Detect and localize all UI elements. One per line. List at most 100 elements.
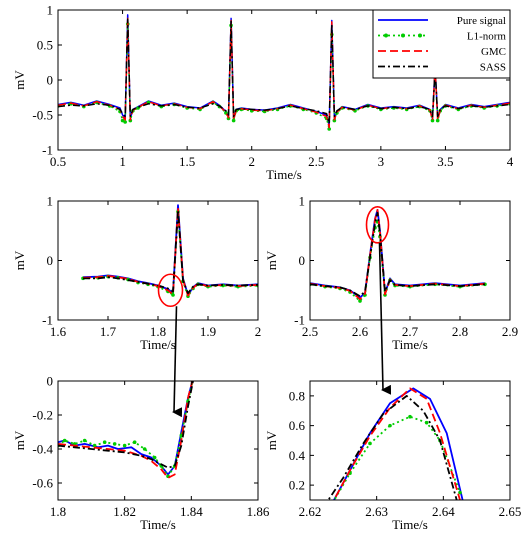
series-point bbox=[388, 423, 392, 428]
x-tick-label: 1.8 bbox=[50, 504, 66, 519]
series-line-gmc bbox=[332, 387, 461, 500]
x-tick-label: 2.8 bbox=[452, 324, 468, 339]
series-line-pure-signal bbox=[58, 381, 194, 476]
series-point bbox=[112, 442, 117, 446]
y-tick-label: -0.6 bbox=[32, 476, 53, 491]
y-tick-label: 0 bbox=[299, 253, 306, 268]
zoom-highlight-ellipse-right bbox=[365, 206, 390, 244]
y-tick-label: 1 bbox=[47, 194, 54, 209]
y-tick-label: -1 bbox=[42, 313, 53, 328]
plot-area bbox=[58, 381, 258, 500]
y-tick-label: 0.5 bbox=[37, 38, 53, 53]
y-tick-label: 0 bbox=[47, 73, 54, 88]
x-tick-label: 2.62 bbox=[299, 504, 322, 519]
y-tick-label: 0 bbox=[47, 253, 54, 268]
legend-marker bbox=[401, 33, 405, 38]
x-tick-label: 4 bbox=[507, 154, 514, 169]
legend-marker bbox=[418, 33, 422, 38]
x-tick-label: 2.6 bbox=[352, 324, 369, 339]
axes-frame bbox=[57, 380, 259, 501]
series-line-l1-norm bbox=[333, 415, 461, 500]
y-axis-label: mV bbox=[264, 430, 279, 450]
series-point bbox=[458, 490, 462, 495]
series-group bbox=[58, 371, 197, 479]
chart-mid-left: 1.6 1.7 1.8 1.9 2 -1 0 1 Time/s mV bbox=[12, 194, 261, 353]
y-tick-label: -0.2 bbox=[32, 408, 53, 423]
series-point bbox=[408, 414, 412, 419]
legend-label: GMC bbox=[481, 46, 506, 58]
y-tick-label: -1 bbox=[42, 143, 53, 158]
series-line-sass bbox=[58, 18, 510, 125]
x-tick-label: 1.6 bbox=[50, 324, 67, 339]
plot-area bbox=[58, 201, 258, 320]
x-tick-label: 2 bbox=[255, 324, 262, 339]
series-line-gmc bbox=[58, 16, 510, 129]
x-tick-label: 2.7 bbox=[402, 324, 419, 339]
y-tick-label: -0.4 bbox=[32, 442, 53, 457]
series-point bbox=[62, 438, 67, 443]
x-tick-label: 3.5 bbox=[437, 154, 453, 169]
series-point bbox=[435, 118, 440, 123]
series-point bbox=[152, 455, 157, 460]
series-line-sass bbox=[58, 381, 194, 469]
y-tick-label: -0.5 bbox=[32, 108, 53, 123]
series-line-sass bbox=[327, 394, 458, 500]
series-line-l1-norm bbox=[58, 381, 194, 478]
x-tick-label: 2.64 bbox=[432, 504, 455, 519]
y-tick-label: 0.2 bbox=[289, 478, 305, 493]
x-tick-label: 0.5 bbox=[50, 154, 66, 169]
x-axis-label: Time/s bbox=[266, 167, 302, 182]
y-tick-label: -1 bbox=[294, 313, 305, 328]
series-point bbox=[142, 447, 147, 451]
series-point bbox=[171, 293, 175, 297]
x-tick-label: 2.9 bbox=[502, 324, 518, 339]
series-point bbox=[231, 118, 236, 123]
x-tick-label: 1.8 bbox=[150, 324, 166, 339]
legend-label: SASS bbox=[480, 62, 506, 74]
y-tick-label: 1 bbox=[299, 194, 306, 209]
x-tick-label: 2 bbox=[248, 154, 255, 169]
legend-marker bbox=[384, 33, 388, 38]
series-group bbox=[81, 204, 258, 299]
x-axis-label: Time/s bbox=[140, 517, 176, 532]
x-tick-label: 2.5 bbox=[302, 324, 318, 339]
x-axis-label: Time/s bbox=[140, 337, 176, 352]
series-point bbox=[132, 440, 137, 445]
x-axis-label: Time/s bbox=[392, 337, 428, 352]
x-tick-label: 1.7 bbox=[100, 324, 117, 339]
chart-mid-right: 2.5 2.6 2.7 2.8 2.9 -1 0 1 Time/s mV bbox=[264, 194, 518, 353]
series-point bbox=[102, 440, 107, 445]
zoom-arrow-right bbox=[378, 242, 392, 395]
series-point bbox=[430, 118, 435, 123]
y-tick-label: 0.8 bbox=[289, 388, 305, 403]
y-axis-label: mV bbox=[12, 70, 27, 90]
series-point bbox=[193, 371, 197, 375]
series-point bbox=[424, 420, 429, 425]
series-point bbox=[358, 299, 362, 303]
series-line-sass bbox=[83, 208, 258, 295]
x-tick-label: 2.63 bbox=[365, 504, 388, 519]
series-line-sass bbox=[310, 211, 486, 298]
series-point bbox=[92, 443, 97, 448]
series-group bbox=[327, 387, 464, 510]
series-point bbox=[327, 127, 332, 131]
chart-top: 0.5 1 1.5 2 2.5 3 3.5 4 -1 -0.5 0 0.5 1 Time/s mV Pure … bbox=[12, 3, 514, 183]
series-point bbox=[328, 506, 332, 510]
x-tick-label: 3 bbox=[378, 154, 385, 169]
x-tick-label: 2.65 bbox=[499, 504, 522, 519]
series-point bbox=[123, 120, 127, 124]
x-tick-label: 1.9 bbox=[200, 324, 216, 339]
x-axis-label: Time/s bbox=[392, 517, 428, 532]
zoom-highlight-ellipse-left bbox=[157, 273, 184, 308]
plot-area bbox=[310, 381, 510, 500]
chart-bottom-left: 1.8 1.82 1.84 1.86 -0.6 -0.4 -0.2 0 Time/s mV bbox=[12, 371, 270, 533]
x-tick-label: 1.82 bbox=[113, 504, 136, 519]
chart-bottom-right: 2.62 2.63 2.64 2.65 0.2 0.4 0.6 0.8 Time/s mV bbox=[264, 380, 522, 532]
y-axis-label: mV bbox=[12, 250, 27, 270]
series-point bbox=[368, 441, 372, 446]
axes-frame bbox=[309, 380, 511, 501]
y-tick-label: 0 bbox=[47, 374, 54, 389]
x-tick-label: 1.86 bbox=[247, 504, 270, 519]
series-point bbox=[82, 438, 87, 443]
